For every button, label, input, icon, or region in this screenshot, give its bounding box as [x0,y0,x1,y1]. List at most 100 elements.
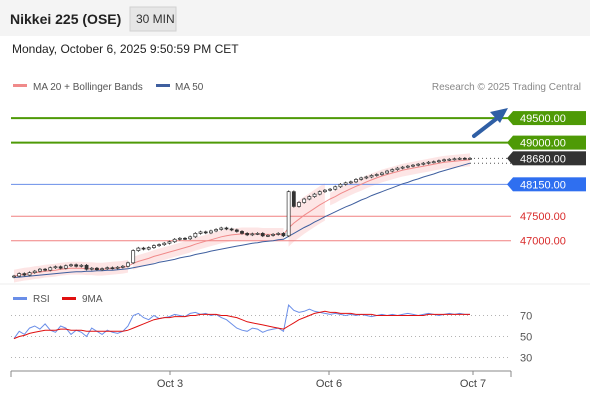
candle-body [172,238,177,243]
candle-body [411,164,415,167]
candle [286,190,291,238]
candle [126,261,130,268]
candle [338,183,343,188]
interval-label: 30 MIN [136,12,175,26]
candle [27,271,32,277]
candle-body [255,233,260,235]
candle [281,232,286,238]
x-tick-label: Oct 6 [316,378,342,390]
candle-body [364,176,369,179]
candle-body [12,275,16,278]
candle [266,234,270,238]
candle-body [462,157,467,160]
candle-body [74,264,79,267]
candle [162,241,167,246]
bollinger-zone [14,259,128,283]
level-label-47500.00: 47500.00 [520,211,566,223]
candle-body [105,267,110,270]
level-label-49500.00: 49500.00 [520,113,566,125]
candle-body [157,244,161,247]
ma20-legend-label: MA 20 + Bollinger Bands [33,82,143,93]
candle [374,173,379,177]
candle-body [53,266,58,269]
rsi-panel: RSI 9MA 70 50 30 [11,294,532,365]
candle-body [291,191,296,207]
candle [141,246,146,251]
candle [167,240,172,245]
candle [188,235,193,241]
candle-body [307,196,312,200]
candle [22,272,27,277]
candle [452,157,457,161]
candle [369,174,374,179]
candle-body [115,266,120,269]
ma20-line [13,159,471,277]
candle [328,188,332,192]
candle [312,192,317,198]
candle [395,166,400,171]
candle-body [400,166,405,169]
candle-body [69,264,73,267]
candle-body [271,234,275,236]
rsi-ma-legend-label: 9MA [82,294,103,305]
candle [416,162,421,167]
candle-body [426,161,431,164]
level-label-48680.00: 48680.00 [520,153,566,165]
candle [152,244,156,249]
candle-body [442,159,446,162]
up-arrow-icon [472,108,508,138]
level-label-47000.00: 47000.00 [520,236,566,248]
candle-body [302,198,307,203]
candle [48,266,53,272]
candle [209,229,213,235]
level-label-49000.00: 49000.00 [520,138,566,150]
candle-body [380,172,384,175]
candle [359,176,364,181]
candle [95,266,99,271]
rsi-legend-swatch [13,297,27,300]
interval-button[interactable] [129,6,177,32]
candle-body [416,163,421,166]
datetime-label: Monday, October 6, 2025 9:50:59 PM CET [12,42,239,56]
candle-body [152,245,156,248]
candle [385,169,389,175]
candle-body [198,231,203,234]
candle-body [447,158,452,161]
candle [203,230,208,235]
candle [405,164,410,169]
candle [354,178,358,184]
candle [457,157,462,161]
candle-body [224,227,229,230]
rsi-tick-label: 50 [520,332,532,344]
candle [32,269,37,274]
candle [84,264,89,271]
candle-body [214,229,218,232]
candle [333,185,338,191]
rsi-grid [11,315,511,358]
candle [447,158,452,162]
level-label-48150.00: 48150.00 [520,179,566,191]
candle [271,233,275,237]
candle [157,243,161,247]
candle [462,157,467,160]
candle-body [17,273,22,277]
level-badge-49000.00 [513,135,586,150]
candle-body [369,175,374,178]
candle [364,175,369,180]
candle [307,195,312,201]
candle-body [354,179,358,183]
candle [136,246,141,252]
candle-body [110,267,115,270]
candle [348,180,353,185]
candle [69,263,73,267]
candle-body [338,183,343,188]
candle [58,265,63,270]
candle-body [421,162,426,165]
candle [426,161,431,165]
candle [43,267,47,272]
candle-body [27,272,32,276]
candle [380,171,384,176]
bollinger-zone [133,227,284,270]
candle [431,160,436,164]
